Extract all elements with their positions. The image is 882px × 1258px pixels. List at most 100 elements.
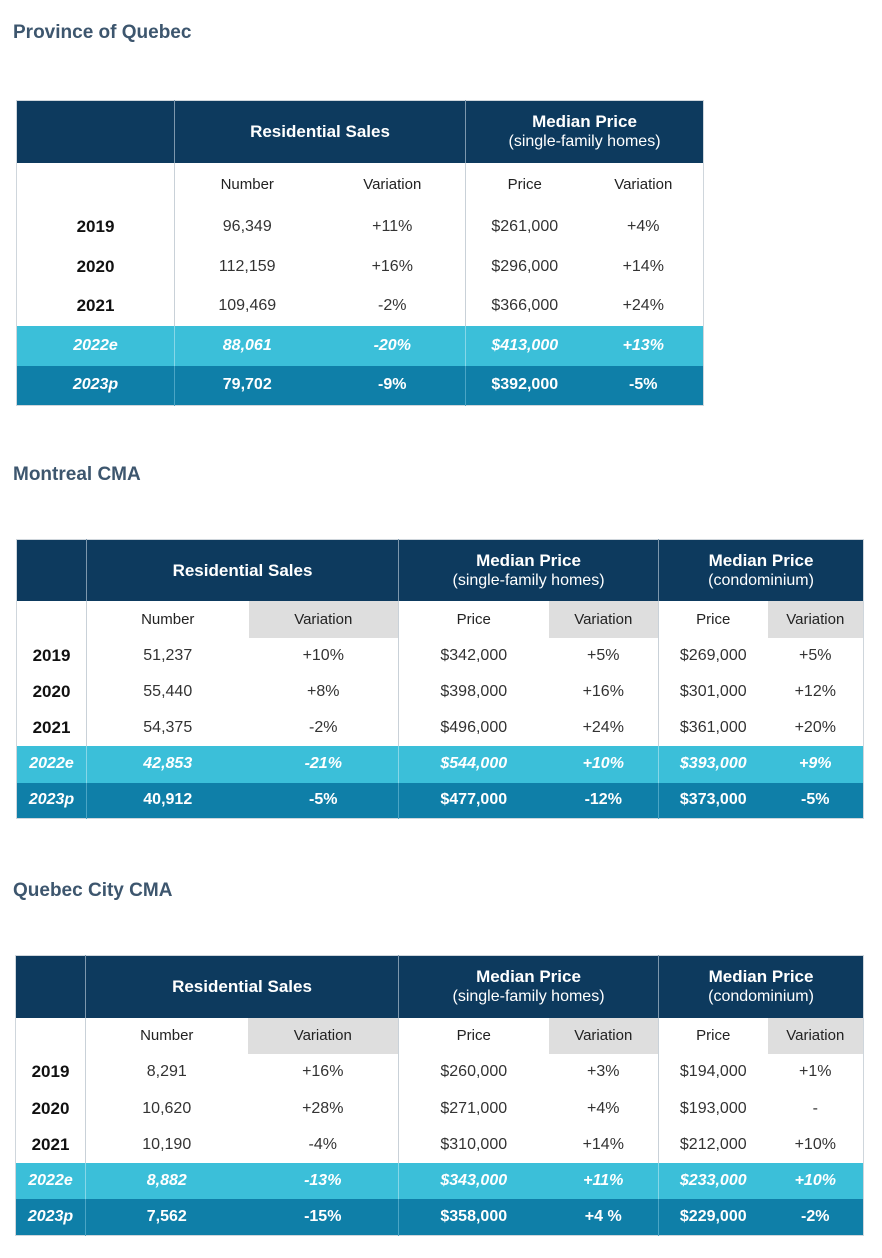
group-header-residential-sales: Residential Sales [174, 100, 466, 163]
condo-price-cell: $212,000 [679, 1135, 747, 1153]
condo-variation-cell: +10% [767, 1162, 864, 1199]
price-variation-cell: +11% [548, 1162, 660, 1199]
column-header-condo-variation: Variation [767, 1017, 864, 1054]
table-row: 2019 8,291 +16% $260,000 +3% $194,000 +1… [15, 1053, 864, 1091]
table-row: 2019 96,349 +11% $261,000 +4% [16, 206, 704, 247]
sales-number-cell: 40,912 [86, 782, 249, 819]
year-cell: 2023p [16, 365, 175, 406]
price-variation-cell: +14% [622, 257, 664, 275]
column-header-price-variation: Variation [548, 1017, 660, 1054]
price-variation-cell: +4% [627, 217, 660, 235]
price-variation-cell: +24% [622, 297, 664, 314]
sales-number-cell: 7,562 [85, 1198, 248, 1236]
condo-price-cell: $229,000 [658, 1198, 768, 1236]
sales-variation-cell: -15% [247, 1198, 399, 1236]
section-title-quebec-city: Quebec City CMA [13, 880, 173, 901]
sales-variation-cell: +11% [319, 206, 466, 247]
condo-variation-cell: -2% [767, 1198, 864, 1236]
year-cell: 2022e [16, 325, 175, 366]
price-variation-cell: -5% [583, 365, 704, 406]
condo-price-cell: $193,000 [679, 1099, 747, 1117]
sales-variation-cell: -13% [247, 1162, 399, 1199]
condo-variation-cell: +5% [799, 646, 832, 664]
median-price-cell: $544,000 [398, 745, 549, 783]
median-price-cell: $296,000 [491, 257, 559, 275]
section-title-montreal: Montreal CMA [13, 464, 141, 485]
condo-variation-cell: +1% [799, 1063, 832, 1080]
year-cell: 2020 [16, 246, 175, 287]
price-variation-cell: +16% [548, 673, 660, 710]
column-header-condo-price: Price [658, 600, 768, 638]
sales-variation-cell: +16% [247, 1053, 399, 1091]
group-header-median-price-single-family: Median Price (single-family homes) [398, 539, 660, 601]
table-montreal-cma: Residential Sales Median Price (single-f… [16, 539, 865, 819]
price-variation-cell: +10% [548, 745, 660, 783]
column-header-number: Number [85, 1017, 248, 1054]
median-price-cell: $310,000 [440, 1135, 508, 1153]
table-row-projection: 2023p 7,562 -15% $358,000 +4 % $229,000 … [15, 1198, 864, 1236]
table-row: 2021 109,469 -2% $366,000 +24% [16, 286, 704, 326]
group-header-median-price-single-family: Median Price (single-family homes) [465, 100, 704, 163]
table-row-projection: 2023p 79,702 -9% $392,000 -5% [16, 365, 704, 406]
price-variation-cell: +5% [548, 637, 660, 674]
sales-number-cell: 42,853 [86, 745, 249, 783]
sales-variation-cell: -20% [319, 325, 466, 366]
condo-price-cell: $373,000 [658, 782, 768, 819]
table-row: 2020 10,620 +28% $271,000 +4% $193,000 - [15, 1090, 864, 1127]
year-cell: 2021 [16, 709, 87, 746]
price-variation-cell: +4% [548, 1090, 660, 1127]
condo-variation-cell: -5% [767, 782, 864, 819]
group-header-median-price-condominium: Median Price (condominium) [658, 539, 864, 601]
median-price-cell: $392,000 [465, 365, 584, 406]
condo-variation-cell: +12% [794, 682, 836, 700]
table-quebec-city-cma: Residential Sales Median Price (single-f… [15, 955, 865, 1236]
column-header-condo-variation: Variation [767, 600, 864, 638]
sales-variation-cell: -2% [248, 709, 399, 746]
median-price-cell: $271,000 [440, 1099, 508, 1117]
price-variation-cell: +13% [583, 325, 704, 366]
price-variation-cell: -12% [548, 782, 660, 819]
table-row: 2020 112,159 +16% $296,000 +14% [16, 246, 704, 287]
section-title-province: Province of Quebec [13, 22, 192, 43]
sales-variation-cell: +8% [248, 673, 399, 710]
median-price-cell: $342,000 [440, 646, 508, 664]
sales-number-cell: 10,190 [142, 1135, 192, 1153]
sales-variation-cell: -4% [247, 1126, 399, 1163]
median-price-cell: $343,000 [398, 1162, 549, 1199]
column-header-price: Price [465, 162, 584, 207]
sales-number-cell: 51,237 [143, 646, 193, 664]
median-price-cell: $496,000 [440, 718, 508, 736]
sales-number-cell: 55,440 [143, 682, 193, 700]
column-header-price: Price [398, 600, 549, 638]
price-variation-cell: +3% [548, 1053, 660, 1091]
column-header-price: Price [398, 1017, 549, 1054]
sales-number-cell: 79,702 [174, 365, 320, 406]
condo-price-cell: $233,000 [658, 1162, 768, 1199]
year-cell: 2020 [15, 1090, 86, 1127]
condo-price-cell: $393,000 [658, 745, 768, 783]
table-row: 2021 54,375 -2% $496,000 +24% $361,000 +… [16, 709, 864, 746]
group-header-residential-sales: Residential Sales [85, 955, 399, 1018]
column-header-number: Number [86, 600, 249, 638]
year-cell: 2022e [16, 745, 87, 783]
table-row-estimate: 2022e 8,882 -13% $343,000 +11% $233,000 … [15, 1162, 864, 1199]
table-row: 2021 10,190 -4% $310,000 +14% $212,000 +… [15, 1126, 864, 1163]
sales-variation-cell: -21% [248, 745, 399, 783]
table-row: 2020 55,440 +8% $398,000 +16% $301,000 +… [16, 673, 864, 710]
condo-variation-cell: +10% [794, 1135, 836, 1153]
year-cell: 2021 [15, 1126, 86, 1163]
group-header-median-price-condominium: Median Price (condominium) [658, 955, 864, 1018]
sales-number-cell: 8,882 [85, 1162, 248, 1199]
table-row: 2019 51,237 +10% $342,000 +5% $269,000 +… [16, 637, 864, 674]
column-header-condo-price: Price [658, 1017, 768, 1054]
header-blank-cell [16, 539, 87, 601]
sales-variation-cell: +28% [247, 1090, 399, 1127]
year-cell: 2019 [16, 206, 175, 247]
year-cell: 2019 [15, 1053, 86, 1091]
sales-number-cell: 54,375 [143, 718, 193, 736]
year-cell: 2020 [16, 673, 87, 710]
condo-variation-cell: +20% [794, 718, 836, 736]
median-price-cell: $261,000 [491, 217, 559, 235]
column-header-variation: Variation [247, 1017, 399, 1054]
group-header-residential-sales: Residential Sales [86, 539, 399, 601]
